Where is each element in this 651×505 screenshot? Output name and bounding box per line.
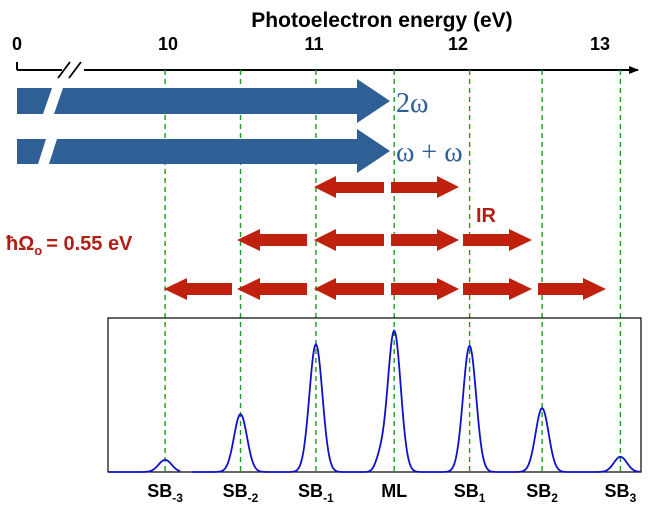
peak-label-sb3: SB3 <box>605 481 637 505</box>
ir-arrow-right <box>463 229 532 251</box>
two-omega-label: 2ω <box>396 88 428 119</box>
peak-label-ml: ML <box>381 481 407 501</box>
ir-arrow-right <box>391 229 459 251</box>
axis-break-mark <box>57 61 71 79</box>
svg-text:ħΩo= 0.55 eV: ħΩo = 0.55 eV <box>6 233 133 258</box>
energy-guide-lines <box>164 70 622 472</box>
ir-arrow-left <box>237 278 307 300</box>
photon-energy-symbol: ħΩ <box>6 233 34 255</box>
peak-label-sb1: SB1 <box>454 481 486 505</box>
ir-arrows <box>164 176 606 300</box>
tick-label-10: 10 <box>158 34 178 54</box>
peak-label-sb-3: SB-3 <box>147 481 183 505</box>
omega-plus-omega-label: ω + ω <box>396 137 463 168</box>
tick-label-12: 12 <box>448 34 468 54</box>
ir-label: IR <box>476 205 497 227</box>
xuv-arrow-bottom <box>17 129 390 173</box>
photon-energy-subscript: o <box>34 243 42 258</box>
ir-arrow-right <box>391 278 459 300</box>
peak-label-sb-2: SB-2 <box>223 481 259 505</box>
photon-energy-value: = 0.55 eV <box>46 233 133 255</box>
ir-arrow-left <box>314 176 384 198</box>
ir-arrow-left <box>314 229 384 251</box>
tick-label-0: 0 <box>12 34 22 54</box>
axis-break-mark <box>68 61 82 79</box>
axis-title: Photoelectron energy (eV) <box>251 9 512 32</box>
peak-label-sb-1: SB-1 <box>298 481 334 505</box>
ir-arrow-right <box>391 176 459 198</box>
energy-axis <box>16 61 639 79</box>
peak-label-sb2: SB2 <box>526 481 558 505</box>
photoelectron-spectrum-line <box>109 329 641 473</box>
photon-energy-label: ħΩo = 0.55 eV <box>6 233 133 258</box>
tick-label-11: 11 <box>304 34 323 54</box>
ir-arrow-right <box>538 278 606 300</box>
xuv-label: XUV <box>91 118 133 140</box>
ir-arrow-right <box>463 278 532 300</box>
spectrum-panel <box>107 317 642 473</box>
ir-arrow-left <box>314 278 384 300</box>
ir-arrow-left <box>237 229 307 251</box>
ir-arrow-left <box>164 278 232 300</box>
peak-labels: SB-3 SB-2 SB-1 ML SB1 SB2 SB3 <box>147 481 636 505</box>
xuv-arrow-top <box>17 79 390 123</box>
tick-label-13: 13 <box>590 34 610 54</box>
